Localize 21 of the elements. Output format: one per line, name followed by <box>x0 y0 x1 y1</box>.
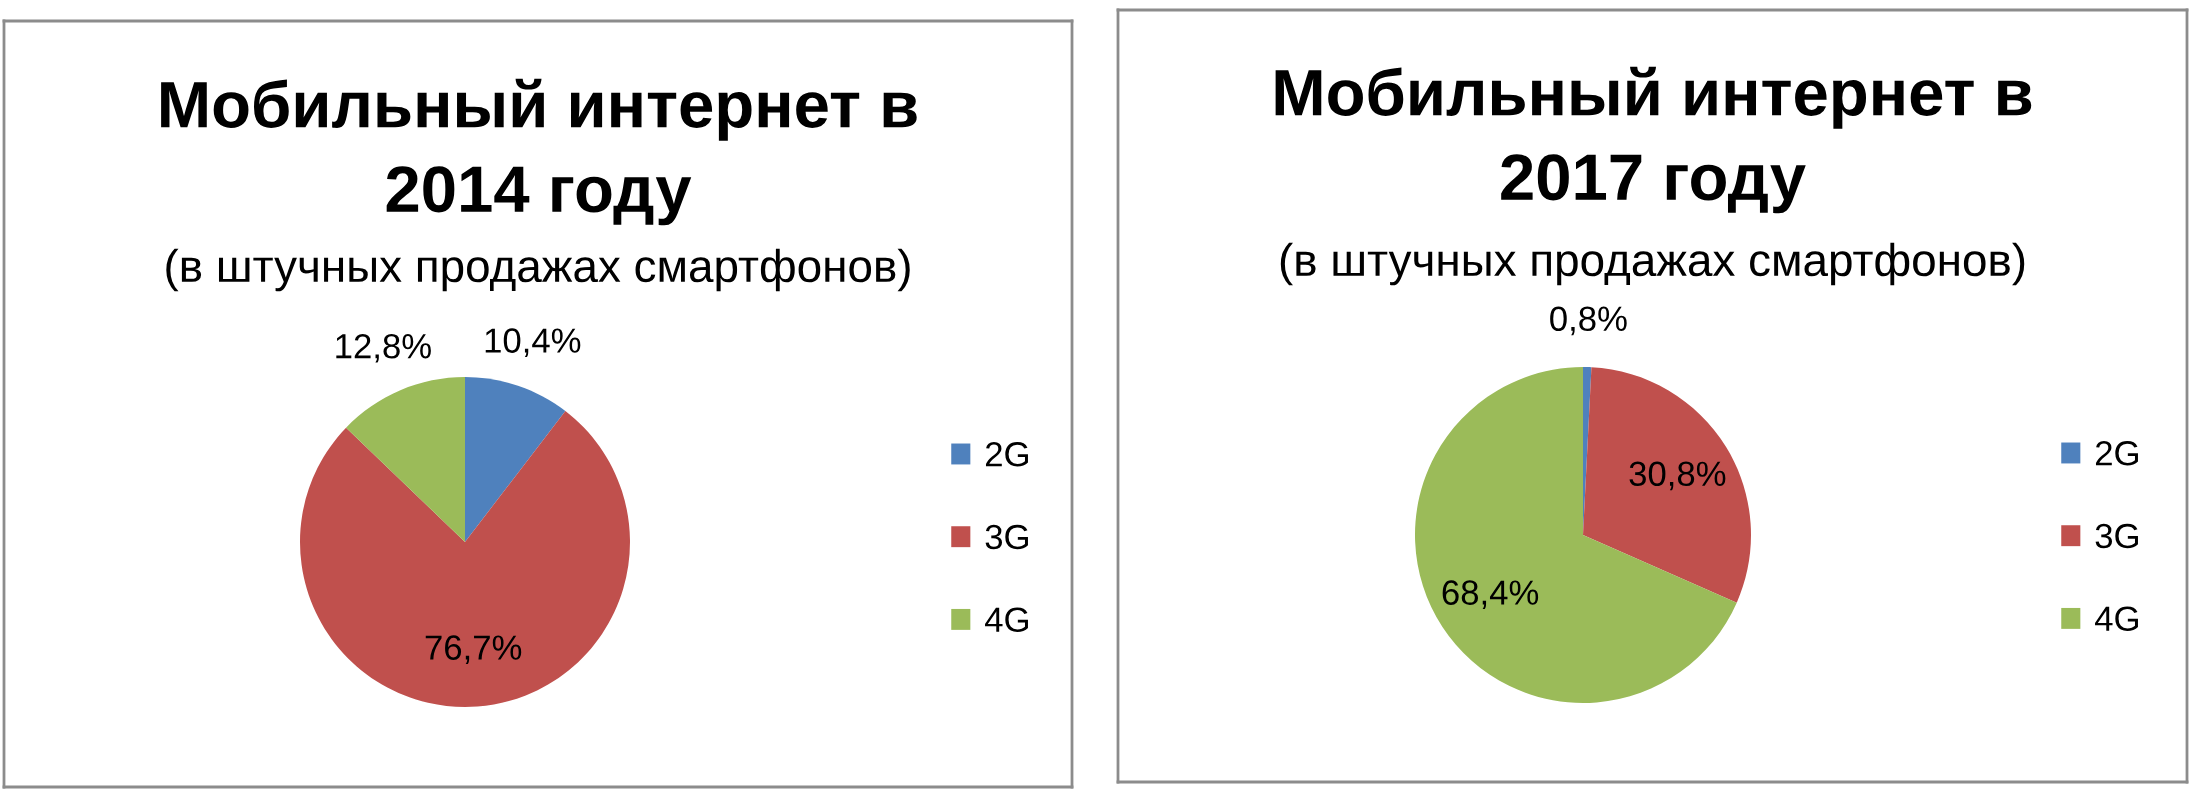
legend-label: 4G <box>2095 606 2138 632</box>
data-label: 12,8% <box>336 333 431 363</box>
pie-slice <box>465 377 566 542</box>
legend-label: 2G <box>985 442 1028 467</box>
legend-label: 3G <box>985 524 1028 550</box>
legend-label: 3G <box>2095 523 2138 549</box>
pie-slice <box>300 411 630 707</box>
pie-slice <box>346 377 465 542</box>
data-label: 30,8% <box>1629 461 1726 491</box>
data-label: 0,8% <box>1550 306 1627 336</box>
chart-title: Мобильный интернет в 2017 году <box>1275 66 2032 214</box>
data-label: 68,4% <box>1442 580 1539 610</box>
legend-label: 2G <box>2095 441 2138 466</box>
pie-slice <box>1415 367 1737 703</box>
chart-subtitle: (в штучных продажах смартфонов) <box>166 248 910 292</box>
data-label: 10,4% <box>485 328 581 357</box>
pie-slice <box>1583 367 1751 603</box>
legend-label: 4G <box>985 607 1028 633</box>
data-label: 76,7% <box>425 635 522 665</box>
chart-subtitle: (в штучных продажах смартфонов) <box>1280 242 2025 286</box>
chart-title: Мобильный интернет в 2014 году <box>161 78 917 226</box>
